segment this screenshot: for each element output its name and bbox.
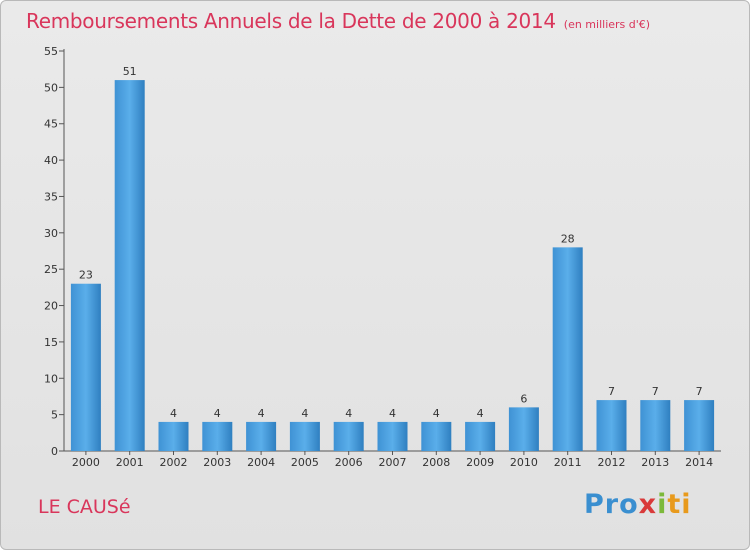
- bar-2000: [70, 283, 101, 451]
- x-tick-label: 2011: [554, 456, 582, 469]
- bar-value-label: 4: [433, 407, 440, 420]
- bar-2012: [596, 400, 627, 451]
- bar-2001: [114, 80, 145, 451]
- x-tick-label: 2000: [72, 456, 100, 469]
- x-tick-label: 2007: [379, 456, 407, 469]
- bar-value-label: 4: [170, 407, 177, 420]
- x-tick-label: 2006: [335, 456, 363, 469]
- commune-name: LE CAUSé: [38, 496, 131, 518]
- bar-2002: [158, 421, 189, 451]
- y-tick-label: 5: [51, 409, 58, 422]
- y-tick-label: 50: [44, 81, 58, 94]
- chart-title: Remboursements Annuels de la Dette de 20…: [26, 9, 650, 33]
- x-tick-label: 2003: [203, 456, 231, 469]
- bar-2014: [684, 400, 715, 451]
- y-tick-label: 35: [44, 190, 58, 203]
- bar-value-label: 28: [561, 232, 575, 245]
- chart-subtitle: (en milliers d'€): [563, 18, 651, 31]
- x-tick-label: 2012: [598, 456, 626, 469]
- bar-value-label: 51: [123, 65, 137, 78]
- bar-2008: [421, 421, 452, 451]
- x-tick-label: 2009: [466, 456, 494, 469]
- chart-title-text: Remboursements Annuels de la Dette de 20…: [26, 9, 556, 33]
- y-tick-label: 10: [44, 372, 58, 385]
- proxiti-logo: Proxiti: [584, 489, 692, 520]
- bar-2009: [465, 421, 496, 451]
- y-tick-label: 45: [44, 118, 58, 131]
- bar-2011: [552, 247, 583, 451]
- bar-value-label: 6: [520, 392, 527, 405]
- x-tick-label: 2014: [685, 456, 713, 469]
- y-tick-label: 15: [44, 336, 58, 349]
- y-tick-label: 25: [44, 263, 58, 276]
- y-tick-label: 30: [44, 227, 58, 240]
- bar-2003: [202, 421, 233, 451]
- y-tick-label: 40: [44, 154, 58, 167]
- x-tick-label: 2004: [247, 456, 275, 469]
- bar-value-label: 7: [608, 385, 615, 398]
- bar-value-label: 4: [389, 407, 396, 420]
- bar-chart: 0 5 10 15 20 25 30 35 40 45 50 55 2000 2001 2002 2003 20…: [44, 45, 721, 469]
- bar-value-label: 4: [345, 407, 352, 420]
- y-tick-label: 55: [44, 45, 58, 58]
- bar-value-label: 4: [258, 407, 265, 420]
- bar-value-label: 4: [477, 407, 484, 420]
- y-tick-label: 0: [51, 445, 58, 458]
- bar-value-label: 23: [79, 269, 93, 282]
- bar-value-label: 4: [214, 407, 221, 420]
- bar-2013: [640, 400, 671, 451]
- bar-value-label: 7: [696, 385, 703, 398]
- bar-2006: [333, 421, 364, 451]
- x-tick-label: 2005: [291, 456, 319, 469]
- bar-2005: [289, 421, 320, 451]
- x-tick-label: 2008: [422, 456, 450, 469]
- y-tick-label: 20: [44, 300, 58, 313]
- bar-2004: [246, 421, 277, 451]
- x-tick-label: 2001: [116, 456, 144, 469]
- bar-value-label: 7: [652, 385, 659, 398]
- bar-value-label: 4: [301, 407, 308, 420]
- bar-2007: [377, 421, 408, 451]
- x-tick-label: 2002: [160, 456, 188, 469]
- bar-2010: [508, 407, 539, 451]
- x-tick-label: 2010: [510, 456, 538, 469]
- x-tick-label: 2013: [641, 456, 669, 469]
